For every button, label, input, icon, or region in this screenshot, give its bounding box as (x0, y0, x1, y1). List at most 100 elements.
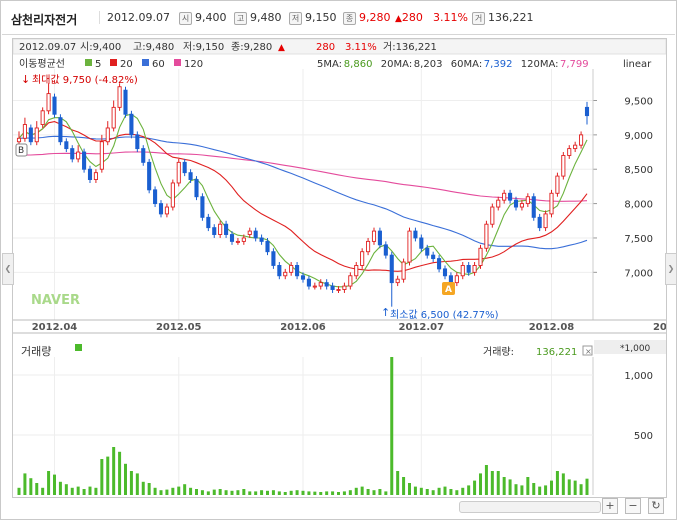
a-marker-icon (442, 282, 455, 295)
info-bar-high: 고:9,480 (133, 42, 174, 53)
volume-bar (283, 492, 287, 495)
candle-body (194, 179, 199, 198)
candle-body (70, 148, 75, 160)
reset-button[interactable]: ↻ (648, 498, 664, 514)
volume-bar (266, 490, 269, 495)
candle-body (490, 206, 495, 225)
volume-bar (354, 487, 358, 495)
candle-body (395, 278, 400, 284)
volume-tick-label: 1,000 (624, 371, 653, 382)
zoom-out-button[interactable]: − (625, 498, 641, 514)
volume-bar (41, 487, 45, 495)
time-scrollbar[interactable] (459, 501, 601, 513)
candle-body (312, 285, 317, 288)
max-arrow-icon: ↓ (21, 73, 30, 86)
scale-mode[interactable]: linear (623, 59, 652, 70)
candle-body (259, 237, 264, 242)
candle-body (99, 141, 104, 170)
volume-bar (413, 486, 417, 495)
candle-body (543, 213, 548, 229)
volume-bar (431, 490, 435, 495)
volume-bar (206, 491, 210, 495)
volume-bar (64, 484, 68, 495)
volume-close-icon[interactable] (582, 345, 593, 356)
candle-body (425, 247, 430, 256)
price-tick-label: 9,500 (624, 96, 653, 107)
max-annotation: 최대값 9,750 (-4.82%) (32, 74, 138, 86)
candle-body (377, 230, 382, 246)
volume-bar (76, 486, 80, 495)
price-tick-label: 8,000 (624, 200, 653, 211)
candle-body (289, 265, 294, 273)
volume-bar (443, 486, 447, 495)
volume-bar (544, 485, 548, 495)
scroll-left-button[interactable]: ❮ (2, 253, 14, 285)
low-label-icon: 저 (289, 11, 302, 25)
candle-body (549, 192, 554, 215)
candle-body (176, 161, 181, 184)
ma-line-120 (18, 151, 588, 202)
candle-body (448, 275, 453, 284)
b-marker-icon (15, 143, 28, 157)
candle-body (324, 282, 329, 287)
candle-body (147, 161, 152, 191)
candle-body (419, 237, 424, 249)
quote-header: 삼천리자전거 2012.09.07 시 9,400 고 9,480 저 9,150 종… (2, 2, 675, 35)
ma-legend: 5 20 60 120 (85, 59, 203, 70)
candle-body (484, 223, 489, 249)
volume-bar (396, 471, 400, 495)
candle-body (76, 151, 81, 160)
change-percent: 3.11% (433, 11, 468, 24)
candle-body (283, 271, 288, 277)
candle-body (330, 285, 335, 290)
candle-body (348, 275, 353, 287)
volume-bar (579, 484, 583, 495)
volume-bar (212, 489, 216, 495)
volume-legend-swatch (75, 344, 82, 351)
volume-bar (82, 489, 86, 495)
volume-bar (520, 485, 524, 495)
volume-label: 거래량: (483, 346, 514, 358)
zoom-in-button[interactable]: + (602, 498, 618, 514)
volume-bar (23, 473, 27, 495)
ma-legend-label: 60 (152, 59, 165, 70)
volume-bar (58, 481, 62, 495)
volume-bar (496, 471, 500, 495)
ma-legend-label: 20 (120, 59, 133, 70)
candle-body (478, 247, 483, 266)
volume-bar (585, 478, 589, 495)
volume-label-icon: 거 (472, 11, 485, 25)
volume-bar (141, 481, 145, 495)
volume-bar (455, 490, 459, 495)
volume-bar (461, 487, 465, 495)
candle-body (40, 110, 45, 125)
candle-body (413, 230, 418, 239)
scroll-right-button[interactable]: ❯ (665, 253, 677, 285)
candle-body (389, 254, 394, 284)
volume-bar (360, 486, 364, 495)
date-axis-labels: 2012.04 2012.05 2012.06 2012.07 2012.08 2012.… (32, 322, 677, 333)
candle-body (496, 199, 501, 208)
volume-bar (236, 490, 240, 495)
volume-bar (189, 487, 193, 495)
price-volume-chart[interactable]: 2012.09.07 시:9,400 고:9,480 저:9,150 종:9,2… (12, 38, 677, 497)
volume-bar (348, 490, 352, 495)
ma-legend-swatch (174, 59, 181, 66)
candle-body (141, 148, 146, 163)
candle-body (22, 124, 27, 139)
volume-grid (13, 357, 594, 495)
a-marker: A (445, 285, 452, 295)
volume-bar (342, 491, 346, 495)
info-bar-change-pct: 3.11% (345, 42, 377, 53)
candle-body (342, 285, 347, 290)
date-tick-label: 2012.06 (280, 322, 326, 333)
b-marker: B (18, 146, 24, 156)
info-bar-arrow: ▲ (278, 43, 285, 53)
candle-body (300, 275, 306, 280)
volume-bar (550, 480, 553, 495)
info-bar-low: 저:9,150 (183, 41, 224, 53)
svg-text:×: × (585, 347, 592, 356)
chart-area[interactable]: 2012.09.07 시:9,400 고:9,480 저:9,150 종:9,2… (12, 38, 677, 498)
volume-bar (254, 491, 258, 495)
candle-body (265, 240, 270, 253)
